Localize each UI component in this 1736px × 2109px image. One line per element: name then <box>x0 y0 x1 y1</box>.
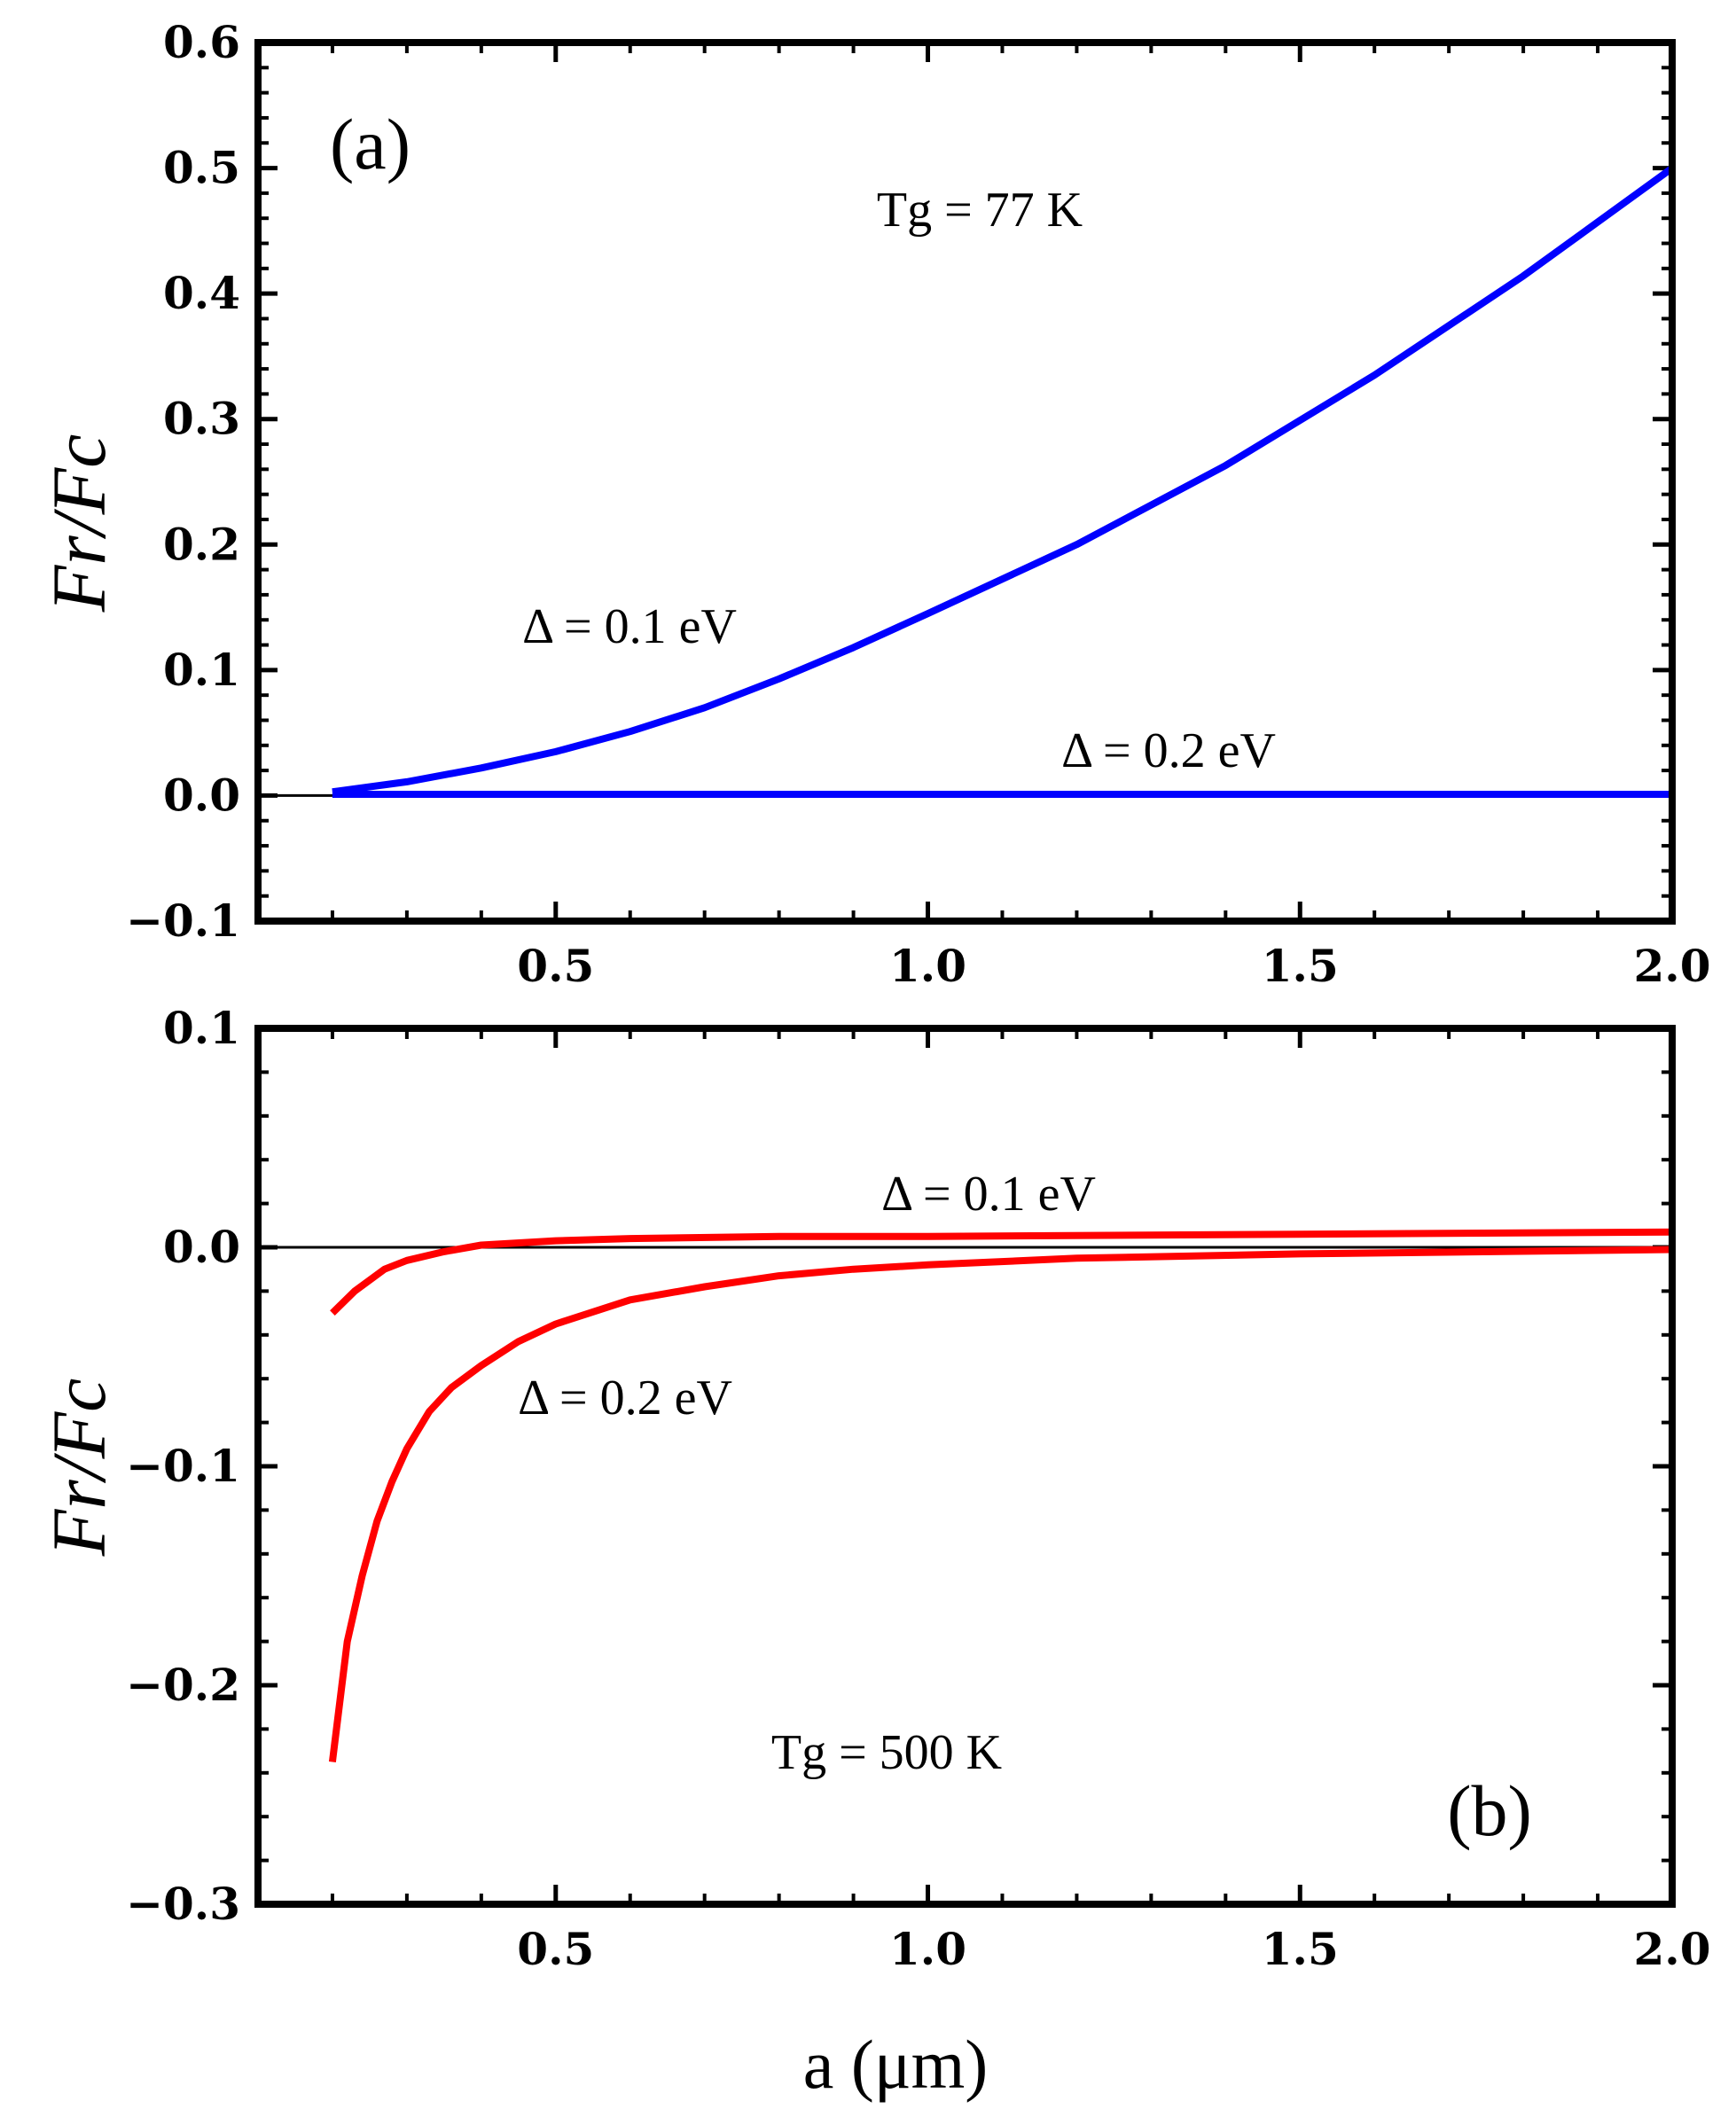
series-line-0 <box>330 1228 1673 1316</box>
y-tick-label: −0.1 <box>126 1440 240 1492</box>
panel-b-series-label-0: Δ = 0.1 eV <box>881 1167 1096 1222</box>
panel-b-label: (b) <box>1447 1770 1532 1851</box>
y-tick-label: 0.0 <box>163 769 240 821</box>
y-tick-label: 0.1 <box>163 1002 240 1054</box>
x-tick-label: 0.5 <box>517 940 594 992</box>
series-line-0 <box>332 165 1675 796</box>
x-tick-label: 2.0 <box>1634 940 1711 992</box>
x-tick-label: 1.5 <box>1262 940 1339 992</box>
y-tick-label: 0.4 <box>163 267 240 319</box>
panel-a-ticks <box>256 40 1675 924</box>
y-tick-label: 0.1 <box>163 644 240 696</box>
x-axis-label: a (μm) <box>803 2026 989 2103</box>
panel-b-tick-labels: 0.5 1.0 1.5 2.0 −0.3 −0.2 −0.1 0.0 0.1 <box>126 1002 1710 1975</box>
x-tick-label: 2.0 <box>1634 1923 1711 1975</box>
panel-a-tick-labels: 0.5 1.0 1.5 2.0 −0.1 0.0 0.1 0.2 0.3 0.4 0.5 0.6 <box>126 16 1710 992</box>
panel-a-y-axis-label: Fr/Fc <box>36 434 121 613</box>
panel-b-frame <box>254 1025 1676 1908</box>
panel-a-label: (a) <box>330 104 411 184</box>
y-tick-label: −0.3 <box>126 1878 240 1930</box>
y-tick-label: 0.0 <box>163 1221 240 1273</box>
y-tick-label: 0.3 <box>163 393 240 445</box>
y-tick-label: 0.6 <box>163 16 240 68</box>
panel-a-temperature-annotation: Tg = 77 K <box>877 183 1083 238</box>
y-tick-label: 0.2 <box>163 518 240 570</box>
panel-b-temperature-annotation: Tg = 500 K <box>771 1725 1002 1780</box>
y-tick-label: 0.5 <box>163 142 240 194</box>
panel-a-series <box>332 165 1675 798</box>
x-tick-label: 1.0 <box>889 1923 966 1975</box>
panel-b: 0.5 1.0 1.5 2.0 −0.3 −0.2 −0.1 0.0 0.1 (b) Tg = … <box>36 1002 1711 1975</box>
y-tick-label: −0.1 <box>126 894 240 947</box>
series-line-1 <box>328 1246 1673 1762</box>
x-tick-label: 0.5 <box>517 1923 594 1975</box>
y-tick-label: −0.2 <box>126 1659 240 1711</box>
panel-a-series-label-0: Δ = 0.1 eV <box>522 599 737 654</box>
panel-a-series-label-1: Δ = 0.2 eV <box>1061 723 1276 778</box>
panel-a-frame <box>254 39 1676 925</box>
x-tick-label: 1.5 <box>1262 1923 1339 1975</box>
panel-a: 0.5 1.0 1.5 2.0 −0.1 0.0 0.1 0.2 0.3 0.4 0.5 0.6 (a… <box>36 16 1711 992</box>
panel-b-y-axis-label: Fr/Fc <box>36 1379 121 1558</box>
panel-b-series-label-1: Δ = 0.2 eV <box>518 1371 732 1426</box>
panel-b-series <box>328 1228 1673 1762</box>
x-tick-label: 1.0 <box>889 940 966 992</box>
